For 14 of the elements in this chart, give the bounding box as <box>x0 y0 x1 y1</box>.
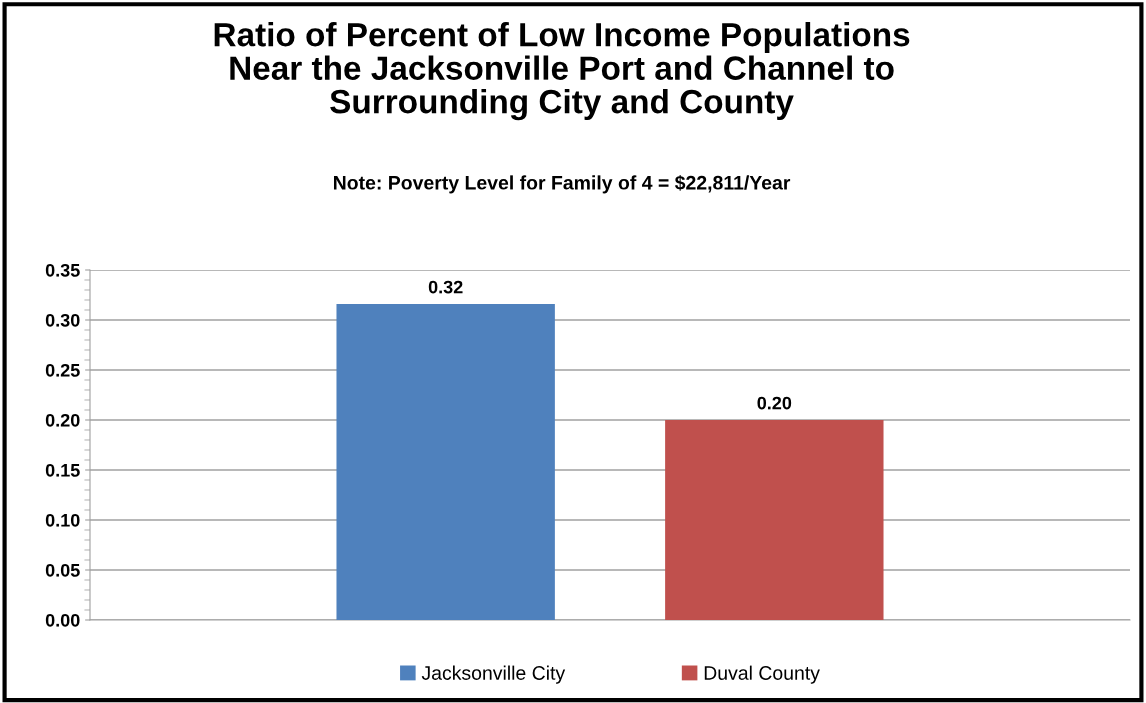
data-label: 0.20 <box>757 396 792 410</box>
y-tick-label: 0.35 <box>45 263 80 277</box>
chart-title: Ratio of Percent of Low Income Populations Near the Jacksonville Port and Channel to Surrounding City and County <box>214 22 910 121</box>
chart-subtitle: Note: Poverty Level for Family of 4 = $22,811/Year <box>334 175 791 194</box>
y-tick-label: 0.05 <box>45 563 80 577</box>
y-tick-label: 0.30 <box>45 313 80 327</box>
y-tick-label: 0.20 <box>45 413 80 427</box>
legend-label: Jacksonville City <box>421 665 566 684</box>
y-tick-label: 0.10 <box>45 513 80 527</box>
data-label: 0.32 <box>428 280 463 294</box>
y-tick-label: 0.15 <box>45 463 80 477</box>
y-tick-label: 0.25 <box>45 363 80 377</box>
legend-label: Duval County <box>704 665 820 684</box>
y-tick-label: 0.00 <box>45 613 80 627</box>
